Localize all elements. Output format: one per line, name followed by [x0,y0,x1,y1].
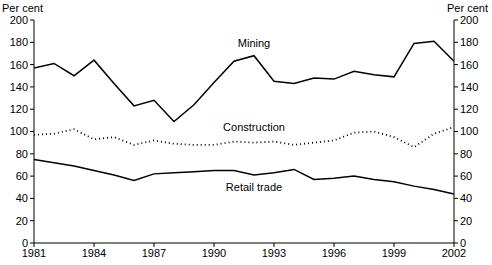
svg-text:1981: 1981 [21,246,47,259]
svg-text:180: 180 [10,36,28,48]
svg-text:60: 60 [460,170,472,182]
svg-text:Construction: Construction [223,121,285,133]
svg-text:2002: 2002 [441,246,467,259]
svg-text:80: 80 [16,148,28,160]
svg-text:1993: 1993 [262,247,286,259]
svg-text:1999: 1999 [382,247,406,259]
svg-text:60: 60 [16,170,28,182]
svg-text:1996: 1996 [322,247,346,259]
svg-text:120: 120 [460,103,478,115]
svg-text:1984: 1984 [82,247,106,259]
svg-text:1990: 1990 [202,247,226,259]
svg-text:100: 100 [460,125,478,137]
svg-text:200: 200 [460,14,478,26]
html-text:Per cent: Per cent [447,2,488,14]
svg-text:0: 0 [22,237,28,249]
svg-text:120: 120 [10,103,28,115]
svg-text:160: 160 [10,59,28,71]
svg-text:140: 140 [10,81,28,93]
svg-text:180: 180 [460,36,478,48]
svg-text:0: 0 [460,237,466,249]
svg-text:20: 20 [16,215,28,227]
svg-text:Retail trade: Retail trade [226,181,282,193]
svg-text:1987: 1987 [142,247,166,259]
svg-text:140: 140 [460,81,478,93]
html-text:Per cent: Per cent [2,2,43,14]
svg-text:40: 40 [460,192,472,204]
svg-text:Mining: Mining [238,37,270,49]
svg-text:200: 200 [10,14,28,26]
svg-text:20: 20 [460,215,472,227]
svg-text:80: 80 [460,148,472,160]
svg-text:160: 160 [460,59,478,71]
svg-text:40: 40 [16,192,28,204]
svg-text:100: 100 [10,125,28,137]
